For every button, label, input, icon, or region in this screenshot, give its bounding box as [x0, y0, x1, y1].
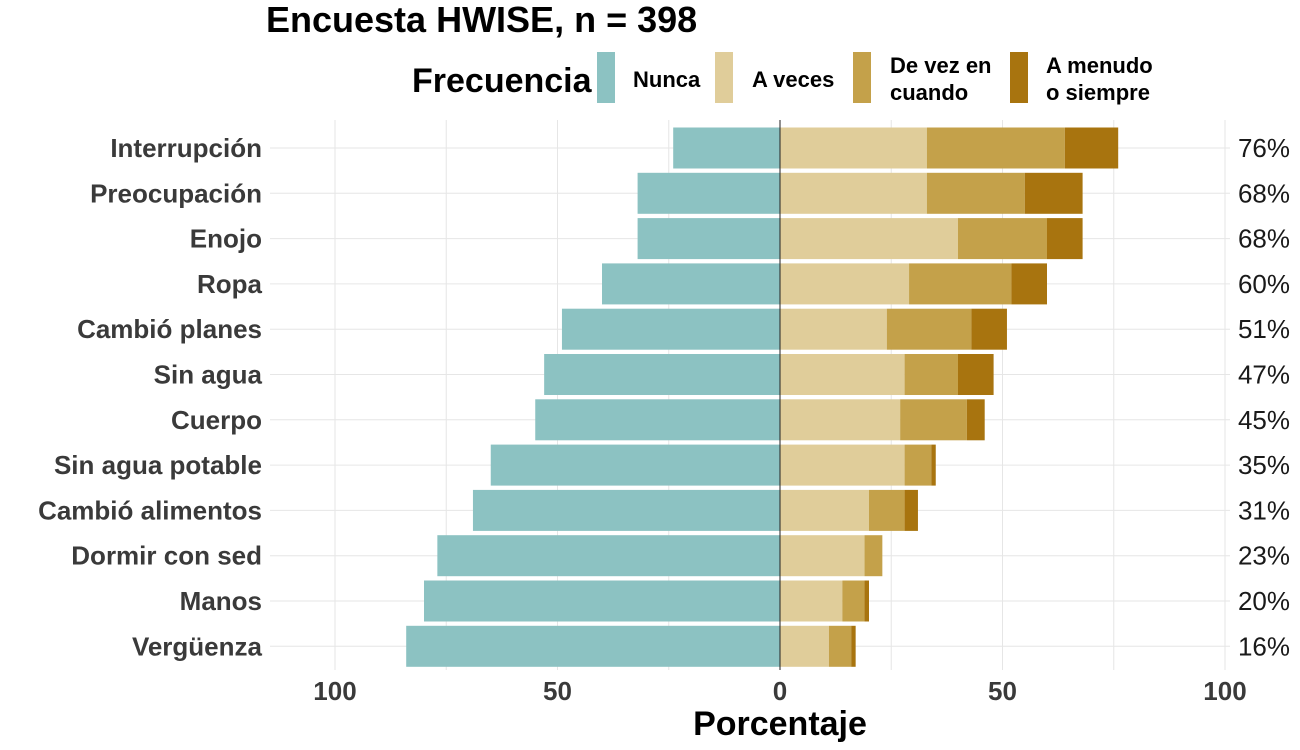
bar-segment: [780, 489, 869, 531]
total-label: 45%: [1238, 405, 1290, 435]
bar-segment: [780, 625, 829, 667]
bar-segment: [424, 580, 780, 622]
bar-segment: [904, 354, 958, 395]
chart-title: Encuesta HWISE, n = 398: [266, 0, 697, 40]
bar-segment: [780, 535, 865, 577]
x-tick-label: 50: [543, 676, 572, 706]
total-label: 16%: [1238, 631, 1290, 661]
x-tick-label: 50: [988, 676, 1017, 706]
legend-label: A menudo: [1046, 53, 1153, 78]
category-label: Manos: [180, 586, 262, 616]
bar-segment: [966, 399, 985, 441]
bar-segment: [602, 263, 780, 305]
category-label: Preocupación: [90, 178, 262, 208]
total-label: 60%: [1238, 269, 1290, 299]
bar-segment: [780, 172, 927, 214]
total-labels: 76% 68% 68% 60% 51% 47% 45% 35% 31% 23% 20% 16%: [1238, 133, 1290, 661]
bar-segment: [472, 489, 780, 531]
category-label: Cambió alimentos: [38, 495, 262, 525]
bar-segment: [909, 263, 1012, 305]
bar-segment: [926, 127, 1065, 169]
bar-segment: [535, 399, 780, 441]
bar-segment: [900, 399, 967, 441]
legend-label: Nunca: [633, 67, 701, 92]
category-label: Dormir con sed: [71, 541, 262, 571]
legend-label: cuando: [890, 80, 968, 105]
category-label: Cambió planes: [77, 314, 262, 344]
bar-segment: [780, 127, 927, 169]
bar-segment: [958, 218, 1047, 260]
category-label: Cuerpo: [171, 405, 262, 435]
bar-segment: [780, 263, 910, 305]
category-label: Interrupción: [110, 133, 262, 163]
x-axis-ticks: 100 50 0 50 100: [313, 676, 1246, 706]
legend-label: o siempre: [1046, 80, 1150, 105]
bar-segment: [1064, 127, 1119, 169]
total-label: 35%: [1238, 450, 1290, 480]
bar-segment: [780, 444, 905, 486]
bar-segment: [1011, 263, 1047, 305]
category-label: Enojo: [190, 224, 262, 254]
bar-segment: [869, 489, 905, 531]
bar-segment: [561, 308, 780, 350]
legend-key: [597, 52, 615, 103]
bar-segment: [886, 308, 972, 350]
bar-segment: [780, 218, 958, 260]
category-labels: Interrupción Preocupación Enojo Ropa Cambió …: [38, 133, 262, 661]
legend-title: Frecuencia: [412, 62, 593, 100]
total-label: 23%: [1238, 541, 1290, 571]
total-label: 51%: [1238, 314, 1290, 344]
legend-label: A veces: [752, 67, 834, 92]
category-label: Sin agua potable: [54, 450, 262, 480]
bar-segment: [971, 308, 1007, 350]
bar-segment: [780, 308, 887, 350]
category-label: Sin agua: [154, 360, 263, 390]
x-axis-label: Porcentaje: [693, 705, 867, 743]
bar-segment: [780, 354, 905, 395]
bar-segment: [1024, 172, 1083, 214]
bar-segment: [904, 489, 918, 531]
bar-segment: [780, 580, 843, 622]
total-label: 68%: [1238, 178, 1290, 208]
bar-segment: [904, 444, 932, 486]
bar-segment: [851, 625, 856, 667]
bar-segment: [780, 399, 901, 441]
bar-segment: [406, 625, 780, 667]
bar-segment: [926, 172, 1025, 214]
bar-segment: [437, 535, 780, 577]
bar-segment: [1047, 218, 1083, 260]
total-label: 76%: [1238, 133, 1290, 163]
bar-segment: [864, 580, 869, 622]
x-tick-label: 0: [773, 676, 787, 706]
total-label: 20%: [1238, 586, 1290, 616]
bar-segment: [828, 625, 852, 667]
bar-segment: [637, 172, 780, 214]
bar-segment: [864, 535, 883, 577]
total-label: 47%: [1238, 360, 1290, 390]
bar-segment: [931, 444, 936, 486]
legend-key: [853, 52, 871, 103]
bar-segment: [544, 354, 780, 395]
category-label: Ropa: [197, 269, 263, 299]
bar-segment: [673, 127, 780, 169]
total-label: 68%: [1238, 224, 1290, 254]
bar-segment: [958, 354, 994, 395]
bar-segment: [637, 218, 780, 260]
bars: [406, 127, 1119, 667]
x-tick-label: 100: [1203, 676, 1246, 706]
legend-key: [1010, 52, 1028, 103]
bar-segment: [490, 444, 780, 486]
legend-key: [715, 52, 733, 103]
bar-segment: [842, 580, 865, 622]
total-label: 31%: [1238, 495, 1290, 525]
category-label: Vergüenza: [132, 631, 263, 661]
x-tick-label: 100: [313, 676, 356, 706]
legend-label: De vez en: [890, 53, 992, 78]
